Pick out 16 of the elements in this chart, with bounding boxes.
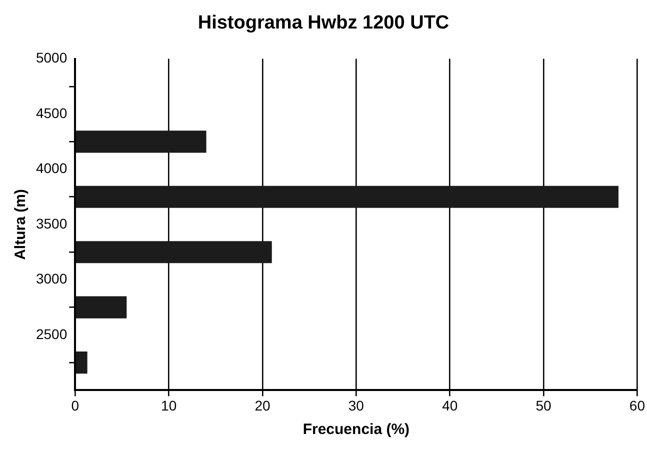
y-tick-label: 3000 xyxy=(36,270,68,287)
y-tick-label: 5000 xyxy=(36,50,68,66)
y-axis-title: Altura (m) xyxy=(12,189,30,260)
x-tick-label: 30 xyxy=(348,397,364,414)
chart-title: Histograma Hwbz 1200 UTC xyxy=(198,12,450,34)
x-tick-label: 0 xyxy=(71,397,80,414)
y-tick-label: 2500 xyxy=(36,326,68,342)
x-axis-title: Frecuencia (%) xyxy=(302,421,410,438)
x-tick-label: 40 xyxy=(442,397,458,414)
x-tick-label: 10 xyxy=(161,397,177,414)
y-tick-label: 4000 xyxy=(36,160,68,176)
x-tick-label: 20 xyxy=(254,397,270,414)
y-tick-label: 3500 xyxy=(36,215,68,232)
x-tick-label: 50 xyxy=(536,397,552,414)
y-tick-label: 4500 xyxy=(36,104,68,121)
x-tick-label: 60 xyxy=(629,397,646,414)
